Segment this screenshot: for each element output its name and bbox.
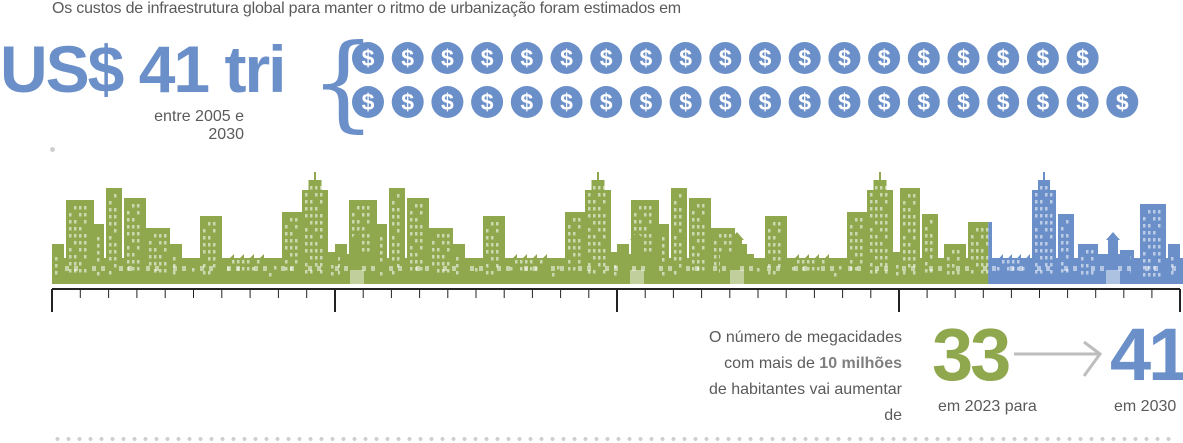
coin-icon: $ [1026, 86, 1059, 118]
coin-icon: $ [1066, 86, 1099, 118]
svg-text:$: $ [997, 89, 1010, 115]
coin-icon: $ [788, 86, 821, 118]
dotted-divider [52, 437, 1177, 441]
svg-text:$: $ [679, 45, 692, 71]
coin-icon: $ [947, 42, 980, 74]
coin-icon: $ [828, 86, 861, 118]
svg-text:$: $ [362, 45, 375, 71]
coin-icon: $ [749, 42, 781, 74]
svg-text:$: $ [798, 45, 811, 71]
svg-text:$: $ [600, 89, 613, 115]
svg-text:$: $ [1076, 45, 1089, 71]
svg-text:$: $ [997, 45, 1010, 71]
svg-text:$: $ [838, 45, 851, 71]
megacities-to-label: em 2030 [1114, 398, 1177, 415]
coin-icon: $ [629, 42, 662, 74]
coin-grid: $ $ $ $ $ $ $ $ $ $ $ $ $ $ $ $ $ $ $ $ $ $ $ $ $ $ $ $ $ $ $ $ $ $ $ $ $ $ $ [352, 42, 1139, 118]
svg-text:$: $ [719, 89, 732, 115]
coin-icon: $ [828, 42, 861, 74]
svg-text:$: $ [798, 89, 811, 115]
coin-icon: $ [1026, 42, 1059, 74]
coin-icon: $ [788, 42, 821, 74]
coin-icon: $ [987, 42, 1020, 74]
svg-text:$: $ [917, 45, 930, 71]
coin-icon: $ [669, 86, 702, 118]
svg-text:$: $ [401, 45, 414, 71]
coin-icon: $ [471, 86, 504, 118]
svg-text:$: $ [640, 89, 653, 115]
city-skyline [51, 172, 1183, 312]
megacities-line2: com mais de 10 milhões [690, 351, 902, 377]
megacities-from-value: 33 [932, 313, 1011, 396]
svg-text:$: $ [759, 45, 772, 71]
coin-icon: $ [947, 86, 980, 118]
coin-icon: $ [669, 42, 702, 74]
coin-icon: $ [590, 42, 623, 74]
arrow-right-icon [1014, 340, 1103, 377]
coin-icon: $ [709, 86, 742, 118]
megacities-line2-prefix: com mais de [724, 355, 820, 372]
svg-text:$: $ [401, 89, 414, 115]
dot-divider [50, 147, 55, 152]
coin-icon: $ [868, 86, 901, 118]
coin-icon: $ [709, 42, 742, 74]
coin-icon: $ [391, 42, 424, 74]
svg-text:$: $ [957, 89, 970, 115]
coin-icon: $ [391, 86, 424, 118]
svg-text:$: $ [719, 45, 732, 71]
coin-icon: $ [550, 42, 583, 74]
coin-icon: $ [431, 42, 464, 74]
megacities-to-value: 41 [1110, 313, 1183, 396]
svg-text:$: $ [640, 45, 653, 71]
svg-text:$: $ [878, 45, 891, 71]
coin-icon: $ [590, 86, 623, 118]
megacities-description: O número de megacidades com mais de 10 m… [690, 325, 902, 429]
cost-period: entre 2005 e 2030 [154, 108, 244, 143]
svg-text:$: $ [1037, 89, 1050, 115]
coin-icon: $ [907, 42, 940, 74]
svg-text:$: $ [520, 45, 533, 71]
svg-text:$: $ [957, 45, 970, 71]
cost-amount: US$ 41 tri [0, 32, 286, 106]
coin-icon: $ [510, 42, 543, 74]
coin-icon: $ [352, 86, 384, 118]
megacities-line1: O número de megacidades [709, 329, 902, 346]
svg-text:$: $ [600, 45, 613, 71]
coin-icon: $ [868, 42, 901, 74]
coin-icon: $ [510, 86, 543, 118]
svg-text:$: $ [520, 89, 533, 115]
svg-text:$: $ [679, 89, 692, 115]
svg-text:$: $ [441, 45, 454, 71]
svg-text:$: $ [441, 89, 454, 115]
coin-icon: $ [987, 86, 1020, 118]
coin-icon: $ [629, 86, 662, 118]
coin-icon: $ [550, 86, 583, 118]
svg-text:$: $ [481, 89, 494, 115]
svg-text:$: $ [878, 89, 891, 115]
megacities-threshold: 10 milhões [819, 355, 902, 372]
svg-text:$: $ [560, 45, 573, 71]
svg-text:$: $ [560, 89, 573, 115]
coin-icon: $ [1066, 42, 1099, 74]
megacities-line3: de habitantes vai aumentar de [708, 381, 902, 424]
svg-text:$: $ [1116, 89, 1129, 115]
coin-icon: $ [352, 42, 384, 74]
coin-icon: $ [1106, 86, 1139, 118]
coin-icon: $ [431, 86, 464, 118]
coin-icon: $ [749, 86, 781, 118]
megacities-from-label: em 2023 para [938, 398, 1037, 415]
svg-text:$: $ [362, 89, 375, 115]
coin-icon: $ [471, 42, 504, 74]
svg-text:$: $ [917, 89, 930, 115]
coin-icon: $ [907, 86, 940, 118]
svg-text:$: $ [759, 89, 772, 115]
svg-text:$: $ [838, 89, 851, 115]
svg-text:$: $ [1037, 45, 1050, 71]
intro-text: Os custos de infraestrutura global para … [52, 0, 681, 17]
svg-text:$: $ [1076, 89, 1089, 115]
svg-text:$: $ [481, 45, 494, 71]
